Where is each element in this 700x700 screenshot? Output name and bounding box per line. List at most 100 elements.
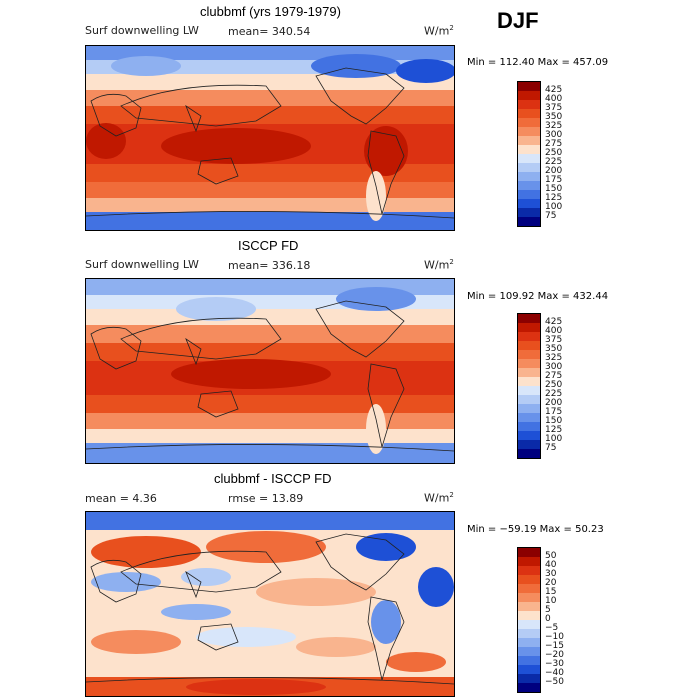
- colorbar-swatch: [518, 404, 540, 413]
- panel3-title: clubbmf - ISCCP FD: [214, 471, 332, 486]
- colorbar-swatch: [518, 181, 540, 190]
- colorbar-tick-label: −40: [545, 668, 564, 678]
- panel1-mean: mean= 340.54: [228, 25, 311, 38]
- colorbar-swatch: [518, 656, 540, 665]
- panel2-title: ISCCP FD: [238, 238, 299, 253]
- colorbar-swatch: [518, 100, 540, 109]
- colorbar-tick-label: 30: [545, 569, 557, 579]
- colorbar-swatch: [518, 368, 540, 377]
- colorbar-tick-label: 10: [545, 596, 557, 606]
- colorbar-swatch: [518, 172, 540, 181]
- colorbar-tick-label: −50: [545, 677, 564, 687]
- colorbar-tick-label: 425: [545, 85, 563, 95]
- colorbar-swatch: [518, 602, 540, 611]
- colorbar-swatch: [518, 638, 540, 647]
- colorbar-tick-label: 75: [545, 211, 557, 221]
- colorbar-swatch: [518, 548, 540, 557]
- colorbar-tick-label: 125: [545, 425, 563, 435]
- colorbar-tick-label: 225: [545, 389, 563, 399]
- colorbar-tick-label: −20: [545, 650, 564, 660]
- colorbar-swatch: [518, 593, 540, 602]
- colorbar-tick-label: 225: [545, 157, 563, 167]
- colorbar-swatch: [518, 377, 540, 386]
- colorbar-tick-label: 40: [545, 560, 557, 570]
- colorbar-tick-label: 175: [545, 407, 563, 417]
- colorbar-tick-label: 200: [545, 398, 563, 408]
- colorbar-swatch: [518, 332, 540, 341]
- colorbar-swatch: [518, 611, 540, 620]
- colorbar-tick-label: 300: [545, 130, 563, 140]
- colorbar-swatch: [518, 341, 540, 350]
- colorbar-tick-label: 5: [545, 605, 551, 615]
- colorbar-swatch: [518, 386, 540, 395]
- panel1-variable-label: Surf downwelling LW: [85, 24, 199, 37]
- panel2-colorbar: [517, 313, 541, 459]
- colorbar-tick-label: 100: [545, 202, 563, 212]
- colorbar-swatch: [518, 163, 540, 172]
- colorbar-tick-label: 0: [545, 614, 551, 624]
- colorbar-tick-label: −30: [545, 659, 564, 669]
- colorbar-tick-label: 400: [545, 326, 563, 336]
- colorbar-tick-label: 400: [545, 94, 563, 104]
- panel1-minmax: Min = 112.40 Max = 457.09: [467, 57, 609, 68]
- colorbar-tick-label: 15: [545, 587, 557, 597]
- colorbar-tick-label: 275: [545, 371, 563, 381]
- panel2-variable-label: Surf downwelling LW: [85, 258, 199, 271]
- colorbar-swatch: [518, 557, 540, 566]
- colorbar-swatch: [518, 359, 540, 368]
- colorbar-tick-label: 250: [545, 148, 563, 158]
- panel2-units: W/m2: [424, 258, 454, 272]
- panel2-minmax: Min = 109.92 Max = 432.44: [467, 291, 609, 302]
- colorbar-tick-label: 200: [545, 166, 563, 176]
- colorbar-tick-label: 150: [545, 416, 563, 426]
- colorbar-tick-label: 325: [545, 353, 563, 363]
- colorbar-tick-label: 250: [545, 380, 563, 390]
- colorbar-tick-label: 125: [545, 193, 563, 203]
- colorbar-swatch: [518, 154, 540, 163]
- colorbar-tick-label: 325: [545, 121, 563, 131]
- colorbar-tick-label: 300: [545, 362, 563, 372]
- colorbar-tick-label: 75: [545, 443, 557, 453]
- colorbar-swatch: [518, 136, 540, 145]
- season-label: DJF: [497, 8, 539, 33]
- colorbar-tick-label: 425: [545, 317, 563, 327]
- panel3-mean: mean = 4.36: [85, 492, 157, 505]
- colorbar-swatch: [518, 82, 540, 91]
- colorbar-tick-label: −15: [545, 641, 564, 651]
- colorbar-swatch: [518, 199, 540, 208]
- colorbar-tick-label: 50: [545, 551, 557, 561]
- panel1-title: clubbmf (yrs 1979-1979): [200, 4, 341, 19]
- colorbar-swatch: [518, 440, 540, 449]
- colorbar-swatch: [518, 118, 540, 127]
- colorbar-swatch: [518, 217, 540, 226]
- colorbar-tick-label: 350: [545, 344, 563, 354]
- colorbar-tick-label: 20: [545, 578, 557, 588]
- colorbar-swatch: [518, 647, 540, 656]
- panel3-rmse: rmse = 13.89: [228, 492, 304, 505]
- panel3-units: W/m2: [424, 491, 454, 505]
- colorbar-tick-label: −10: [545, 632, 564, 642]
- colorbar-tick-label: 375: [545, 103, 563, 113]
- colorbar-tick-label: 350: [545, 112, 563, 122]
- colorbar-swatch: [518, 350, 540, 359]
- colorbar-swatch: [518, 683, 540, 692]
- colorbar-swatch: [518, 665, 540, 674]
- panel1-colorbar: [517, 81, 541, 227]
- colorbar-tick-label: −5: [545, 623, 559, 633]
- colorbar-swatch: [518, 566, 540, 575]
- colorbar-swatch: [518, 395, 540, 404]
- colorbar-tick-label: 100: [545, 434, 563, 444]
- colorbar-swatch: [518, 109, 540, 118]
- colorbar-swatch: [518, 629, 540, 638]
- panel3-minmax: Min = −59.19 Max = 50.23: [467, 524, 604, 535]
- colorbar-swatch: [518, 145, 540, 154]
- colorbar-swatch: [518, 323, 540, 332]
- colorbar-swatch: [518, 413, 540, 422]
- colorbar-swatch: [518, 449, 540, 458]
- colorbar-swatch: [518, 422, 540, 431]
- panel1-units: W/m2: [424, 24, 454, 38]
- colorbar-swatch: [518, 208, 540, 217]
- panel1-map: [85, 45, 455, 231]
- panel3-map: [85, 511, 455, 697]
- colorbar-swatch: [518, 431, 540, 440]
